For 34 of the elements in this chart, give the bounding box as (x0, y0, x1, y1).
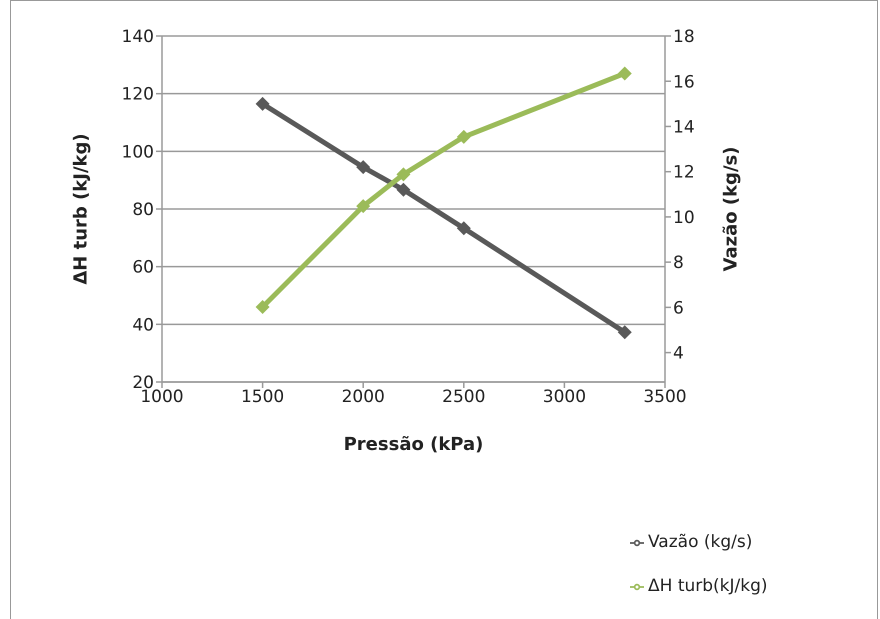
y-tick-label: 80 (132, 200, 154, 220)
point (456, 221, 471, 236)
y-tick-label: 60 (132, 258, 154, 278)
y-tick-label: 140 (122, 27, 154, 48)
point (356, 199, 370, 214)
point (256, 96, 270, 111)
y2-tick-label: 4 (673, 344, 684, 364)
y2-tick-label: 6 (673, 298, 684, 318)
y-tick-label: 100 (122, 142, 154, 162)
x-tick-label: 1500 (240, 387, 284, 408)
y2-tick-label: 18 (673, 27, 695, 48)
y-tick-label: 120 (122, 84, 154, 105)
y2-tick-label: 12 (673, 162, 695, 183)
y2-tick-label: 8 (673, 253, 684, 274)
point (396, 167, 410, 182)
x-axis-title: Pressão (kPa) (344, 434, 484, 455)
y-axis-title: ΔH turb (kJ/kg) (70, 133, 92, 285)
y2-tick-label: 16 (673, 72, 695, 92)
point (396, 182, 410, 197)
point (256, 300, 270, 314)
x-tick-label: 3500 (643, 387, 687, 408)
x-tick-label: 2500 (442, 387, 486, 408)
point (618, 325, 632, 340)
y2-tick-label: 14 (673, 117, 695, 138)
y2-tick-label: 10 (673, 208, 695, 228)
point (618, 66, 632, 80)
legend-label: Vazão (kg/s) (648, 532, 752, 552)
y-tick-label: 40 (132, 315, 154, 336)
legend-label: ΔH turb(kJ/kg) (648, 576, 768, 596)
point (456, 130, 471, 144)
x-tick-label: 2000 (342, 387, 385, 408)
point (356, 160, 370, 174)
y2-axis-title: Vazão (kg/s) (720, 146, 742, 272)
x-tick-label: 3000 (542, 387, 586, 408)
